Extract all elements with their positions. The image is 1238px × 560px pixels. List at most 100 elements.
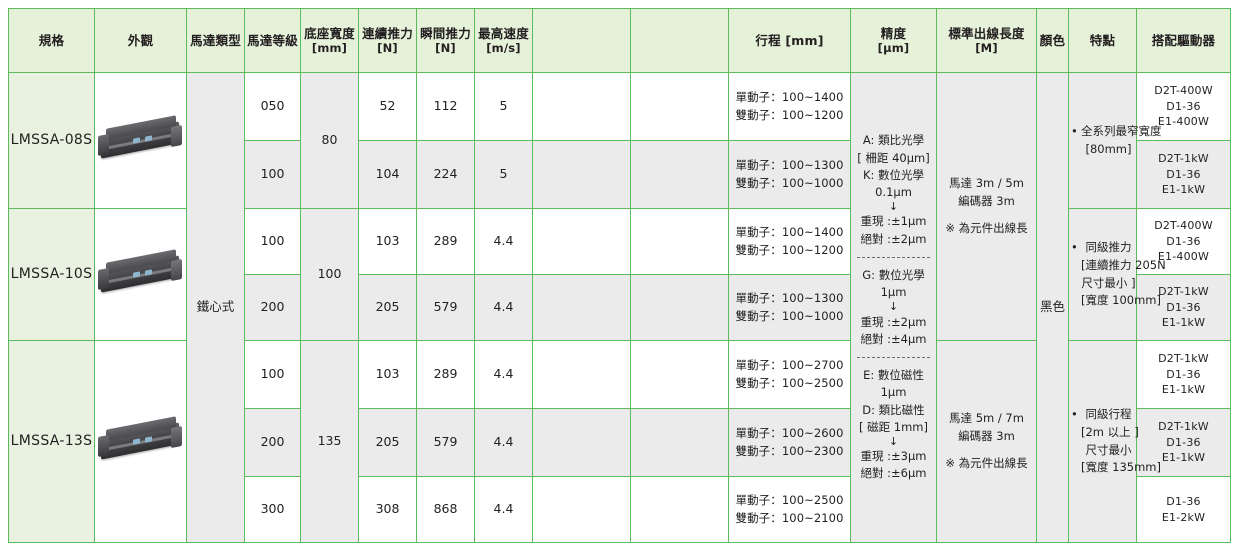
- cell-peak-force: 289: [416, 340, 475, 409]
- header-max-speed: 最高速度 [m/s]: [474, 8, 533, 73]
- cell-cont-force: 52: [358, 72, 417, 141]
- cell-base-width-13s: 135: [300, 340, 359, 543]
- down-arrow-icon: ↓: [888, 200, 899, 214]
- stroke-double: 雙動子：100~2500: [735, 375, 844, 390]
- cell-empty-1: [532, 72, 631, 141]
- cell-motor-type: 鐵心式: [186, 72, 245, 543]
- cell-driver: D2T-400W D1-36 E1-400W: [1136, 208, 1231, 275]
- cell-empty-1: [532, 408, 631, 477]
- cell-empty-2: [630, 274, 729, 341]
- cell-feature-10s: 同級推力 [連續推力 205N 尺寸最小 ] [寬度 100mm]: [1068, 208, 1166, 341]
- table-row: LMSSA-10S 100 100 103 289 4.4 單動子：100~14…: [8, 208, 1231, 341]
- cell-empty-2: [630, 408, 729, 477]
- header-spec: 規格: [8, 8, 95, 73]
- feature-item: 全系列最窄寬度 [80mm]: [1071, 123, 1162, 159]
- accuracy-divider: [857, 357, 930, 359]
- table-row: 300 308 868 4.4 單動子：100~2500 雙動子：100~210…: [9, 476, 1231, 543]
- cell-driver: D2T-1kW D1-36 E1-1kW: [1136, 340, 1231, 409]
- header-empty-2: [630, 8, 729, 73]
- cell-base-width-10s: 100: [300, 208, 359, 341]
- cell-peak-force: 289: [416, 208, 475, 275]
- cell-appearance-13s: [94, 340, 187, 543]
- cell-max-speed: 4.4: [474, 408, 533, 477]
- header-empty-1: [532, 8, 631, 73]
- table-row: 100 104 224 5 單動子：100~1300 雙動子：100~1000 …: [9, 140, 1231, 209]
- cell-max-speed: 4.4: [474, 340, 533, 409]
- table-row: 200 205 579 4.4 單動子：100~2600 雙動子：100~230…: [9, 408, 1231, 477]
- cell-motor-grade: 200: [244, 274, 301, 341]
- cell-driver: D2T-400W D1-36 E1-400W: [1136, 72, 1231, 141]
- stroke-single: 單動子：100~2600: [735, 426, 844, 441]
- table-row: LMSSA-08S 鐵心式 050 80 52 112 5 單動子：10: [8, 72, 1231, 543]
- cell-stroke: 單動子：100~2500 雙動子：100~2100: [728, 476, 851, 543]
- header-motor-grade: 馬達等級: [244, 8, 301, 73]
- cell-max-speed: 4.4: [474, 274, 533, 341]
- cell-color: 黑色: [1036, 72, 1069, 543]
- cell-motor-grade: 200: [244, 408, 301, 477]
- down-arrow-icon: ↓: [888, 300, 899, 314]
- linear-stage-icon: [95, 113, 187, 169]
- cell-base-width-08s: 80: [300, 72, 359, 209]
- header-row: 規格 外觀 馬達類型 馬達等級 底座寬度 [mm] 連續推力 [N] 瞬間推力 [N]…: [8, 8, 1231, 73]
- feature-item: 同級推力 [連續推力 205N 尺寸最小 ] [寬度 100mm]: [1071, 239, 1166, 310]
- linear-stage-icon: [95, 414, 187, 470]
- header-accuracy: 精度 [μm]: [850, 8, 937, 73]
- stroke-single: 單動子：100~2500: [735, 493, 844, 508]
- cell-empty-2: [630, 340, 729, 409]
- stroke-double: 雙動子：100~1000: [735, 175, 844, 190]
- stroke-double: 雙動子：100~2300: [735, 443, 844, 458]
- cell-accuracy: A: 類比光學 [ 柵距 40μm] K: 數位光學 0.1μm ↓ 重現 :±…: [850, 72, 937, 543]
- header-cable-length: 標準出線長度 [M]: [936, 8, 1037, 73]
- stroke-single: 單動子：100~1300: [735, 158, 844, 173]
- accuracy-divider: [857, 256, 930, 258]
- cell-motor-grade: 100: [244, 140, 301, 209]
- cell-motor-grade: 100: [244, 208, 301, 275]
- header-cont-force: 連續推力 [N]: [358, 8, 417, 73]
- cell-cable-bottom: 馬達 5m / 7m 編碼器 3m ※ 為元件出線長: [936, 340, 1037, 543]
- cell-cont-force: 103: [358, 208, 417, 275]
- table-header: 規格 外觀 馬達類型 馬達等級 底座寬度 [mm] 連續推力 [N] 瞬間推力 [N]…: [8, 8, 1231, 73]
- cell-peak-force: 579: [416, 408, 475, 477]
- cell-stroke: 單動子：100~1400 雙動子：100~1200: [728, 208, 851, 275]
- linear-stage-icon: [95, 247, 187, 303]
- cell-max-speed: 5: [474, 140, 533, 209]
- table-body: LMSSA-08S 鐵心式 050 80 52 112 5 單動子：10: [8, 72, 1231, 543]
- header-stroke: 行程 [mm]: [728, 8, 851, 73]
- cell-motor-grade: 100: [244, 340, 301, 409]
- stroke-single: 單動子：100~1400: [735, 225, 844, 240]
- cell-empty-1: [532, 340, 631, 409]
- cell-empty-2: [630, 476, 729, 543]
- cell-max-speed: 4.4: [474, 476, 533, 543]
- cell-appearance-08s: [94, 72, 187, 209]
- cable-encoder: 編碼器 3m: [958, 194, 1015, 209]
- cell-peak-force: 224: [416, 140, 475, 209]
- cell-peak-force: 868: [416, 476, 475, 543]
- cell-driver: D1-36 E1-2kW: [1136, 476, 1231, 543]
- cell-empty-1: [532, 140, 631, 209]
- cable-motor: 馬達 5m / 7m: [949, 411, 1024, 426]
- cell-motor-grade: 300: [244, 476, 301, 543]
- cell-appearance-10s: [94, 208, 187, 341]
- cell-empty-2: [630, 208, 729, 275]
- feature-item: 同級行程 [2m 以上 ] 尺寸最小 [寬度 135mm]: [1071, 406, 1161, 477]
- header-motor-type: 馬達類型: [186, 8, 245, 73]
- cell-max-speed: 5: [474, 72, 533, 141]
- cell-driver: D2T-1kW D1-36 E1-1kW: [1136, 140, 1231, 209]
- stroke-single: 單動子：100~2700: [735, 358, 844, 373]
- cell-stroke: 單動子：100~2700 雙動子：100~2500: [728, 340, 851, 409]
- header-feature: 特點: [1068, 8, 1137, 73]
- stroke-double: 雙動子：100~1200: [735, 242, 844, 257]
- cell-cont-force: 205: [358, 274, 417, 341]
- cell-empty-2: [630, 72, 729, 141]
- header-driver: 搭配驅動器: [1136, 8, 1231, 73]
- header-base-width: 底座寬度 [mm]: [300, 8, 359, 73]
- cable-encoder: 編碼器 3m: [958, 429, 1015, 444]
- cell-cont-force: 103: [358, 340, 417, 409]
- table-row: 200 205 579 4.4 單動子：100~1300 雙動子：100~100…: [9, 274, 1231, 341]
- cell-motor-grade: 050: [244, 72, 301, 141]
- table-row: LMSSA-13S 100 135 103 289 4.4 單動子：100~27…: [8, 340, 1231, 543]
- cell-stroke: 單動子：100~1300 雙動子：100~1000: [728, 274, 851, 341]
- cell-feature-13s: 同級行程 [2m 以上 ] 尺寸最小 [寬度 135mm]: [1068, 340, 1161, 543]
- cell-model-08s: LMSSA-08S: [8, 72, 95, 209]
- cell-feature-08s: 全系列最窄寬度 [80mm]: [1068, 72, 1162, 209]
